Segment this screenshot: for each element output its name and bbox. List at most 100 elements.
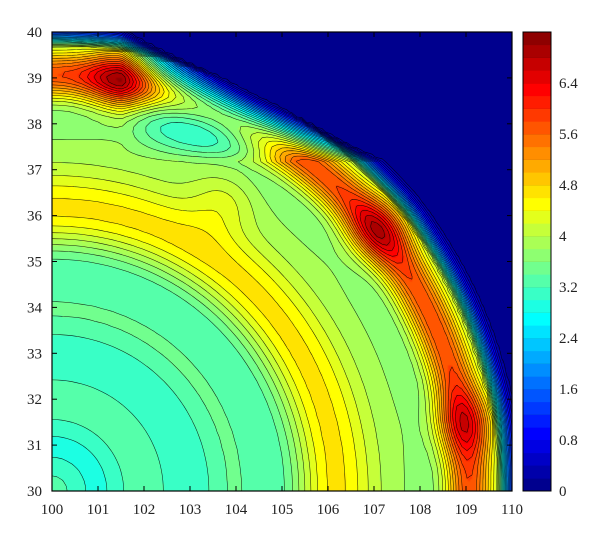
contour-lines	[52, 32, 512, 491]
colorbar-swatch	[523, 134, 551, 148]
contour-line	[52, 36, 508, 491]
colorbar-swatch	[523, 44, 551, 58]
y-tick-label: 33	[27, 346, 42, 362]
contour-line	[62, 61, 481, 479]
y-tick-label: 38	[27, 117, 42, 133]
x-axis: 100 101 102 103 104 105 106 107 108 109 110	[41, 32, 523, 518]
contour-line	[93, 67, 473, 443]
contour-line	[52, 39, 505, 491]
colorbar-swatch	[523, 210, 551, 224]
colorbar-swatch	[523, 197, 551, 211]
colorbar-tick-label: 5.6	[559, 127, 578, 143]
y-tick-label: 37	[27, 163, 43, 179]
contour-line	[52, 45, 499, 491]
colorbar-tick-label: 6.4	[559, 76, 578, 92]
x-tick-label: 110	[501, 502, 523, 518]
colorbar-swatch	[523, 325, 551, 339]
colorbar-swatch	[523, 236, 551, 250]
y-axis: 30 31 32 33 34 35 36 37 38 39 40	[27, 25, 512, 500]
contour-line	[52, 55, 487, 491]
x-tick-label: 102	[133, 502, 156, 518]
colorbar-frame	[522, 31, 552, 492]
contour-line	[52, 59, 483, 491]
x-tick-label: 100	[41, 502, 64, 518]
y-tick-label: 35	[27, 255, 42, 271]
colorbar-tick-label: 0	[559, 484, 567, 500]
contour-line	[52, 42, 502, 491]
colorbar-swatch	[523, 312, 551, 326]
x-tick-label: 109	[455, 502, 478, 518]
contour-line	[52, 43, 501, 491]
contour-line	[52, 53, 489, 491]
contour-line	[122, 32, 512, 417]
colorbar-tick-label: 2.4	[559, 331, 578, 347]
contour-line	[52, 46, 498, 491]
colorbar-swatch	[523, 185, 551, 199]
contour-line	[52, 44, 500, 491]
y-tick-label: 39	[27, 71, 42, 87]
colorbar-swatch	[523, 299, 551, 313]
contour-line	[52, 38, 506, 491]
x-tick-label: 105	[271, 502, 294, 518]
contour-line	[52, 35, 509, 491]
contour-line	[87, 65, 476, 451]
colorbar-swatch	[523, 159, 551, 173]
contour-line	[99, 69, 469, 433]
contour-line	[52, 41, 503, 491]
contour-line	[52, 51, 492, 491]
contour-line	[52, 57, 485, 491]
colorbar-swatch	[523, 57, 551, 71]
y-tick-label: 30	[27, 484, 42, 500]
colorbar-swatch	[523, 32, 551, 46]
contour-line	[52, 37, 507, 491]
colorbar-swatch	[523, 121, 551, 135]
colorbar-swatch	[523, 389, 551, 403]
contour-line	[52, 32, 512, 491]
x-tick-label: 106	[317, 502, 340, 518]
colorbar-swatch	[523, 274, 551, 288]
contour-line	[128, 32, 512, 397]
contour-line	[52, 40, 504, 491]
colorbar: 0 0.8 1.6 2.4 3.2 4 4.8 5.6 6.4	[522, 31, 578, 500]
x-tick-label: 108	[409, 502, 432, 518]
contour-line	[78, 63, 479, 461]
contour-line	[106, 72, 385, 239]
contour-line	[66, 32, 512, 478]
contour-line	[52, 50, 493, 491]
colorbar-swatch	[523, 146, 551, 160]
colorbar-swatch	[523, 440, 551, 454]
y-tick-label: 32	[27, 392, 42, 408]
x-tick-label: 104	[225, 502, 248, 518]
contour-line	[52, 48, 495, 491]
colorbar-swatch	[523, 83, 551, 97]
colorbar-swatch	[523, 95, 551, 109]
colorbar-swatch	[523, 287, 551, 301]
colorbar-swatch	[523, 172, 551, 186]
colorbar-tick-label: 4	[559, 229, 567, 245]
colorbar-swatch	[523, 223, 551, 237]
y-tick-label: 34	[27, 300, 43, 316]
colorbar-swatch	[523, 376, 551, 390]
colorbar-swatch	[523, 363, 551, 377]
colorbar-swatch	[523, 261, 551, 275]
colorbar-swatch	[523, 452, 551, 466]
colorbar-tick-label: 3.2	[559, 280, 578, 296]
x-tick-label: 107	[363, 502, 386, 518]
colorbar-tick-label: 4.8	[559, 178, 578, 194]
colorbar-swatch	[523, 70, 551, 84]
colorbar-swatch	[523, 414, 551, 428]
colorbar-tick-label: 0.8	[559, 433, 578, 449]
colorbar-swatch	[523, 401, 551, 415]
y-tick-label: 31	[27, 438, 42, 454]
y-tick-label: 40	[27, 25, 42, 41]
colorbar-swatch	[523, 478, 551, 492]
colorbar-swatch	[523, 465, 551, 479]
contour-line	[52, 34, 510, 491]
colorbar-swatch	[523, 427, 551, 441]
x-tick-label: 101	[87, 502, 110, 518]
colorbar-tick-label: 1.6	[559, 382, 578, 398]
colorbar-swatch	[523, 338, 551, 352]
colorbar-swatch	[523, 350, 551, 364]
contour-line	[52, 44, 500, 491]
